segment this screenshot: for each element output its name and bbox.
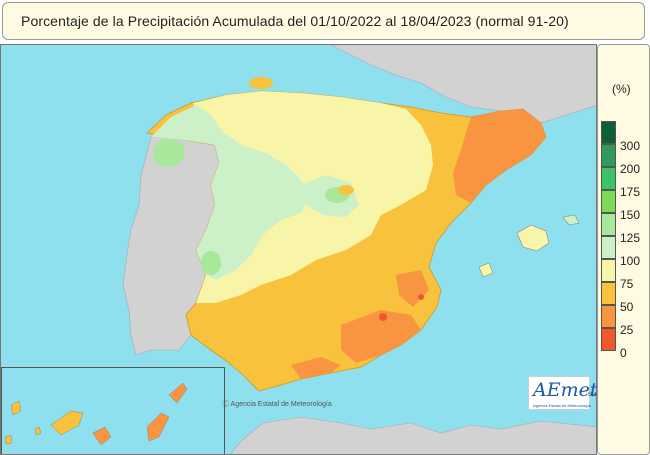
legend-swatch-25 [601,305,616,328]
canary-inset-frame [1,367,225,454]
lanzarote [168,382,188,404]
legend-label-0: 0 [620,346,627,360]
legend-swatch-200 [601,144,616,167]
legend-swatch-75 [601,259,616,282]
menorca [562,214,580,226]
legend-label-150: 150 [620,208,641,222]
region-25-50-almeria [291,357,341,379]
region-0-25-a [379,313,387,321]
ibiza [478,262,494,278]
region-125-150-galicia [153,139,185,167]
legend-swatch-0 [601,328,616,351]
legend-label-25: 25 [620,323,634,337]
region-25-50-catalonia [453,109,546,203]
logo-wordmark: AEmet [533,379,598,401]
legend-swatch-175 [601,167,616,190]
legend-label-75: 75 [620,277,634,291]
region-25-50-murcia [341,310,421,363]
map-id: 564 [588,392,597,398]
legend-unit: (%) [612,82,631,96]
el-hierro [4,434,13,445]
tenerife [50,410,84,436]
legend-label-175: 175 [620,185,641,199]
legend-label-300: 300 [620,139,641,153]
legend-swatch-300 [601,121,616,144]
aemet-logo: AEmet Agencia Estatal de Meteorología [528,376,598,410]
region-100-125 [151,105,311,280]
region-0-25-b [418,294,424,300]
map-area [0,44,597,455]
africa-land [230,416,596,454]
legend-swatch-50 [601,282,616,305]
precipitation-map [1,45,596,454]
copyright-credit: Ⓒ Agencia Estatal de Meteorología [222,401,332,408]
legend-swatch-125 [601,213,616,236]
canary-inset-bg [1,367,225,454]
logo-subtitle: Agencia Estatal de Meteorología [533,403,591,408]
la-gomera [34,426,42,436]
legend-swatch-150 [601,190,616,213]
legend-label-125: 125 [620,231,641,245]
la-palma [10,400,22,416]
france-land [330,45,596,124]
region-125-150-west [201,251,221,275]
fuerteventura [146,412,170,442]
legend-label-50: 50 [620,300,634,314]
legend-label-100: 100 [620,254,641,268]
region-50-75-spot [338,185,354,195]
legend-label-200: 200 [620,162,641,176]
map-title: Porcentaje de la Precipitación Acumulada… [21,13,569,29]
title-box: Porcentaje de la Precipitación Acumulada… [2,2,645,40]
mallorca [516,224,550,252]
legend: (%) 300 200 175 150 125 100 75 50 25 0 [597,44,650,455]
legend-swatch-100 [601,236,616,259]
gran-canaria [92,426,112,446]
region-50-75-north [249,77,273,89]
